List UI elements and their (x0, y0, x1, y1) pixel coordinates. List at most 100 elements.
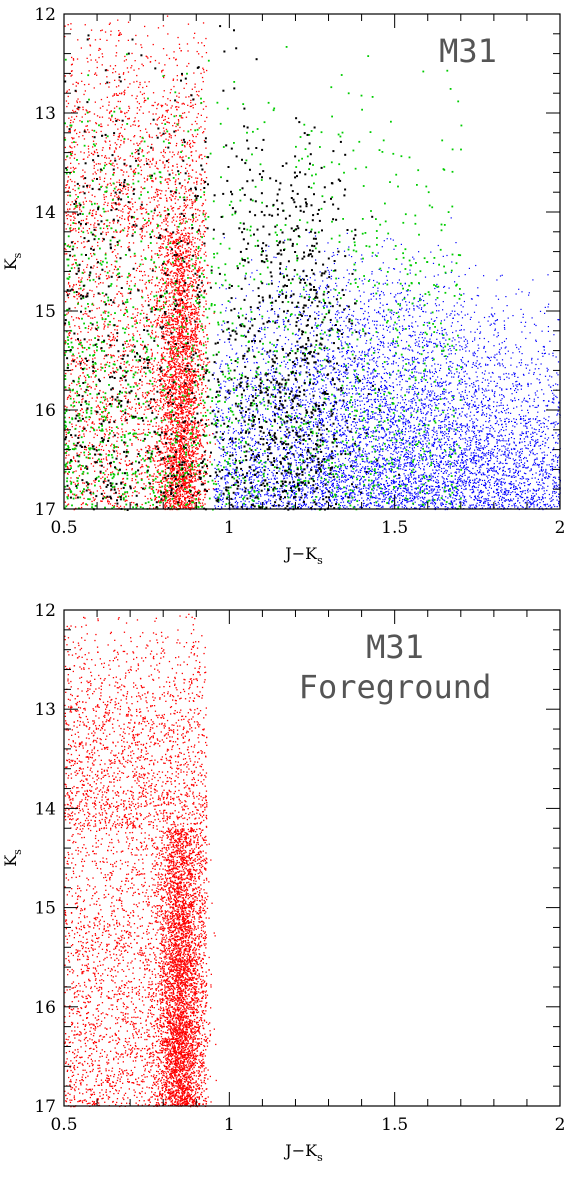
data-point (380, 386, 383, 388)
data-point (552, 468, 554, 471)
data-point (505, 458, 507, 460)
data-point (443, 449, 445, 451)
data-point (327, 455, 330, 457)
data-point (465, 463, 467, 465)
data-point (249, 458, 252, 460)
data-point (462, 362, 464, 364)
data-point (376, 449, 379, 451)
data-point (332, 369, 334, 371)
data-point (359, 471, 361, 473)
data-point (454, 507, 456, 509)
data-point (508, 438, 510, 440)
data-point (336, 419, 338, 421)
data-point (316, 380, 318, 382)
data-point (336, 311, 338, 313)
data-point (325, 456, 327, 458)
data-point (436, 310, 438, 312)
data-point (357, 321, 359, 323)
data-point (312, 391, 314, 393)
data-point (340, 400, 342, 402)
data-point (323, 505, 325, 507)
data-point (430, 475, 432, 477)
data-point (420, 412, 423, 414)
data-point (245, 398, 247, 401)
data-point (352, 315, 354, 317)
data-point (461, 391, 463, 393)
data-point (527, 448, 529, 450)
data-point (533, 506, 535, 508)
data-point (449, 402, 451, 405)
data-point (248, 415, 250, 417)
data-point (401, 506, 403, 508)
data-point (553, 397, 555, 399)
data-point (424, 386, 426, 388)
data-point (439, 466, 441, 468)
data-point (402, 367, 404, 369)
data-point (405, 456, 407, 458)
data-point (497, 483, 499, 485)
data-point (474, 427, 476, 429)
data-point (547, 477, 549, 479)
data-point (326, 334, 328, 336)
data-point (329, 365, 331, 367)
data-point (487, 504, 489, 507)
data-point (346, 351, 348, 353)
data-point (302, 468, 304, 470)
data-point (332, 486, 334, 488)
data-point (558, 466, 560, 468)
data-point (450, 271, 452, 273)
data-point (383, 336, 385, 338)
data-point (552, 479, 554, 481)
data-point (433, 417, 435, 419)
data-point (323, 478, 326, 480)
data-point (377, 399, 379, 401)
data-point (463, 466, 465, 468)
data-point (499, 430, 501, 432)
data-point (258, 421, 261, 423)
data-point (377, 458, 379, 460)
data-point (465, 482, 467, 484)
data-point (494, 329, 496, 331)
data-point (306, 293, 308, 296)
data-point (402, 329, 404, 331)
data-point (414, 497, 416, 499)
data-point (530, 498, 532, 500)
data-point (448, 427, 450, 429)
data-point (336, 417, 338, 419)
data-point (503, 454, 505, 456)
data-point (267, 468, 269, 470)
data-point (522, 373, 525, 375)
data-point (362, 283, 364, 285)
data-point (374, 254, 377, 256)
data-point (427, 499, 429, 501)
data-point (419, 353, 421, 355)
data-point (371, 354, 373, 356)
data-point (415, 432, 417, 434)
data-point (498, 424, 500, 426)
data-point (283, 377, 285, 379)
data-point (493, 485, 496, 487)
data-point (306, 452, 308, 454)
data-point (433, 494, 435, 496)
data-point (336, 319, 338, 321)
data-point (455, 503, 457, 505)
data-point (483, 405, 485, 407)
data-point (240, 456, 242, 458)
data-point (368, 300, 370, 302)
data-point (385, 491, 387, 493)
data-point (503, 473, 505, 475)
data-point (459, 500, 461, 503)
data-point (284, 448, 286, 450)
data-point (417, 491, 419, 493)
data-point (441, 345, 443, 348)
data-point (351, 314, 353, 316)
data-point (472, 438, 474, 440)
data-point (286, 312, 288, 314)
data-point (305, 461, 307, 463)
data-point (353, 425, 355, 427)
data-point (347, 363, 349, 365)
data-point (553, 447, 555, 449)
data-point (299, 275, 301, 277)
data-point (466, 466, 468, 468)
data-point (365, 437, 367, 439)
